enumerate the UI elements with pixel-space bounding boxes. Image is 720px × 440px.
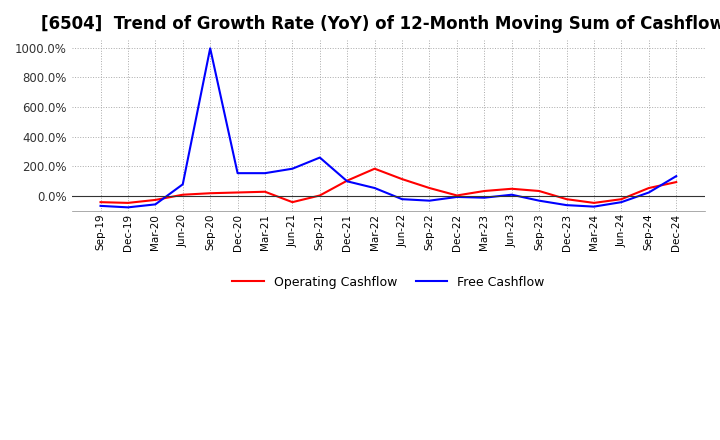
Free Cashflow [426, 198, 434, 203]
Free Cashflow [179, 182, 187, 187]
Free Cashflow [96, 203, 105, 209]
Operating Cashflow [233, 190, 242, 195]
Free Cashflow [151, 202, 160, 207]
Operating Cashflow [151, 197, 160, 202]
Title: [6504]  Trend of Growth Rate (YoY) of 12-Month Moving Sum of Cashflows: [6504] Trend of Growth Rate (YoY) of 12-… [42, 15, 720, 33]
Operating Cashflow [124, 200, 132, 205]
Free Cashflow [206, 46, 215, 51]
Operating Cashflow [535, 188, 544, 194]
Operating Cashflow [96, 199, 105, 205]
Free Cashflow [535, 198, 544, 203]
Free Cashflow [124, 205, 132, 210]
Free Cashflow [508, 192, 516, 198]
Operating Cashflow [590, 200, 598, 205]
Operating Cashflow [562, 197, 571, 202]
Legend: Operating Cashflow, Free Cashflow: Operating Cashflow, Free Cashflow [228, 271, 549, 294]
Free Cashflow [480, 195, 489, 200]
Operating Cashflow [261, 189, 269, 194]
Operating Cashflow [179, 192, 187, 198]
Operating Cashflow [397, 176, 406, 182]
Line: Free Cashflow: Free Cashflow [101, 48, 676, 207]
Free Cashflow [453, 194, 462, 200]
Line: Operating Cashflow: Operating Cashflow [101, 169, 676, 203]
Free Cashflow [672, 173, 680, 179]
Operating Cashflow [426, 185, 434, 191]
Free Cashflow [644, 190, 653, 195]
Free Cashflow [397, 197, 406, 202]
Operating Cashflow [672, 180, 680, 185]
Free Cashflow [590, 204, 598, 209]
Operating Cashflow [343, 178, 351, 183]
Operating Cashflow [453, 193, 462, 198]
Operating Cashflow [617, 197, 626, 202]
Operating Cashflow [508, 186, 516, 191]
Operating Cashflow [644, 185, 653, 191]
Free Cashflow [261, 171, 269, 176]
Operating Cashflow [206, 191, 215, 196]
Operating Cashflow [288, 199, 297, 205]
Free Cashflow [343, 179, 351, 184]
Operating Cashflow [315, 193, 324, 198]
Free Cashflow [288, 166, 297, 171]
Free Cashflow [562, 202, 571, 208]
Free Cashflow [617, 199, 626, 205]
Operating Cashflow [370, 166, 379, 171]
Free Cashflow [315, 155, 324, 160]
Free Cashflow [370, 185, 379, 191]
Free Cashflow [233, 171, 242, 176]
Operating Cashflow [480, 188, 489, 194]
